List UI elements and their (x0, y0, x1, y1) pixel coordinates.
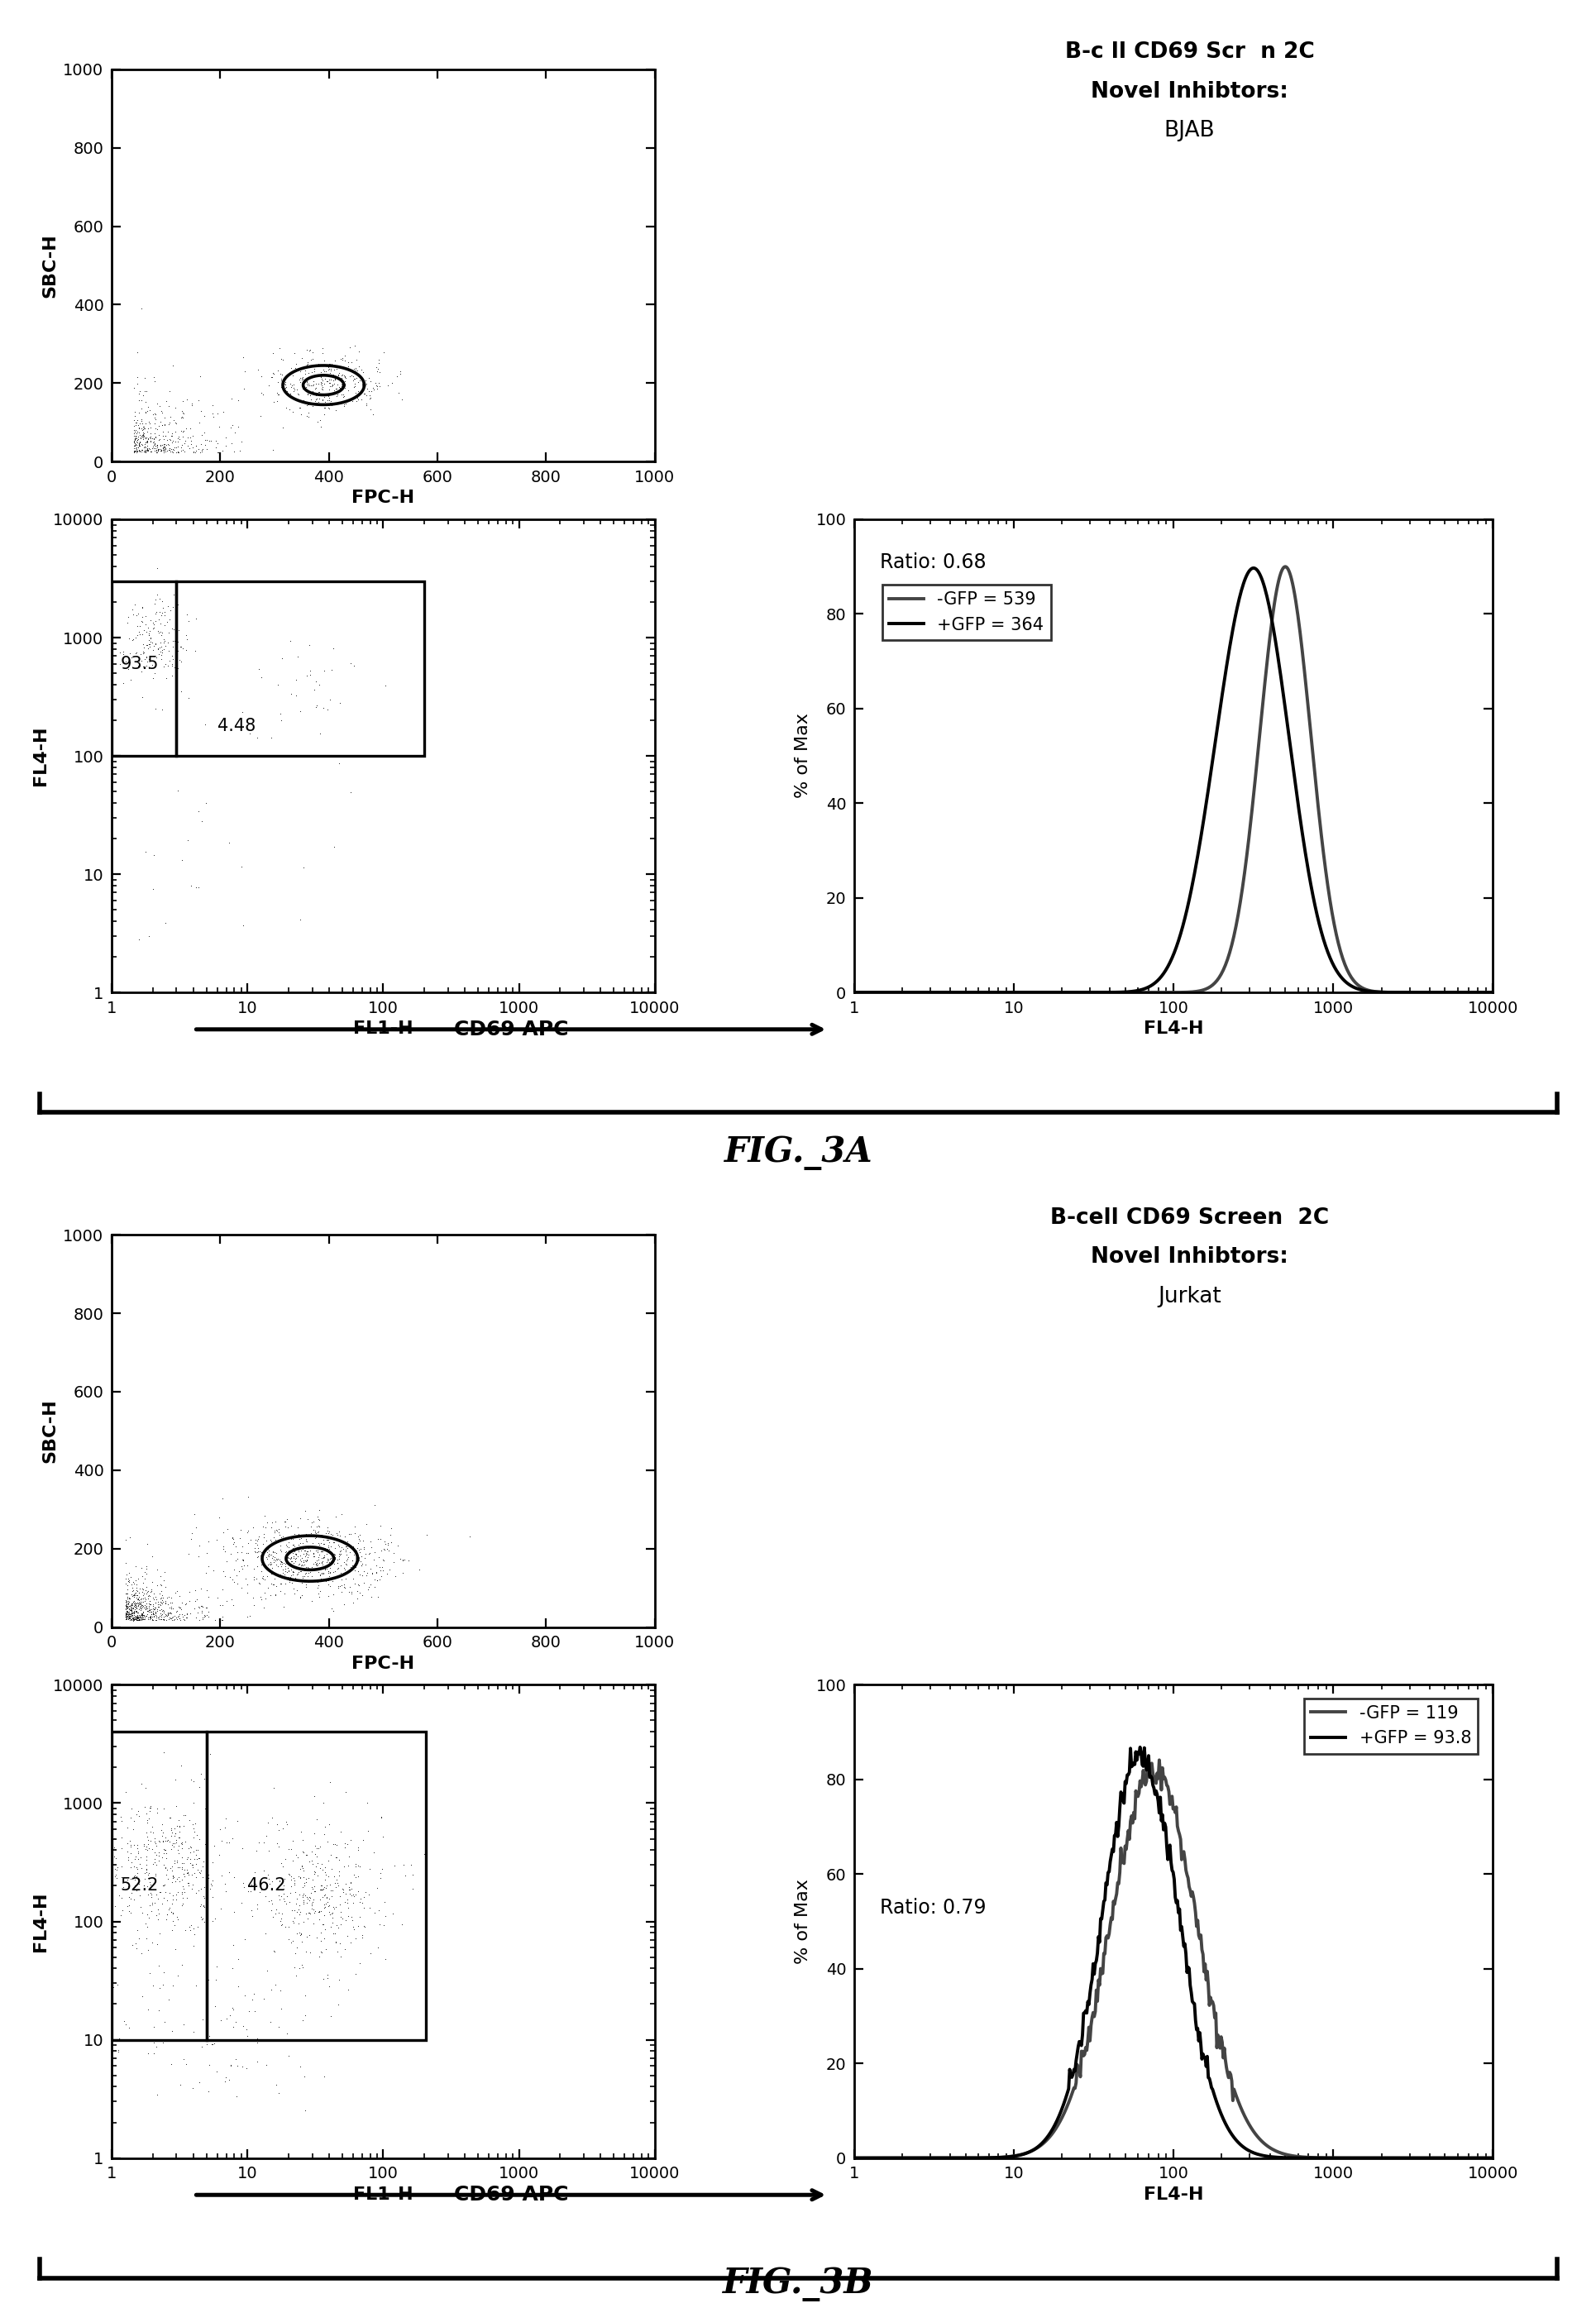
Text: Ratio: 0.79: Ratio: 0.79 (879, 1897, 986, 1918)
+GFP = 364 (844, 979, 863, 1006)
X-axis label: FPC-H: FPC-H (351, 1655, 415, 1671)
-GFP = 119 (1326, 2144, 1345, 2172)
Legend: -GFP = 539, +GFP = 364: -GFP = 539, +GFP = 364 (881, 584, 1050, 639)
Text: BJAB: BJAB (1163, 120, 1215, 141)
X-axis label: FPC-H: FPC-H (351, 489, 415, 505)
+GFP = 364 (1009, 979, 1028, 1006)
Text: B-cell CD69 Screen  2C: B-cell CD69 Screen 2C (1050, 1207, 1328, 1228)
Text: 93.5: 93.5 (120, 655, 158, 672)
Bar (177, 582, 425, 757)
+GFP = 93.8 (1135, 1733, 1154, 1761)
-GFP = 119 (1009, 2142, 1028, 2170)
X-axis label: FL1-H: FL1-H (353, 2186, 413, 2202)
-GFP = 539 (844, 979, 863, 1006)
-GFP = 539 (1270, 559, 1290, 586)
+GFP = 93.8 (958, 2144, 977, 2172)
-GFP = 539 (958, 979, 977, 1006)
-GFP = 539 (1221, 935, 1240, 962)
-GFP = 539 (1326, 921, 1345, 949)
Text: Novel Inhibtors:: Novel Inhibtors: (1090, 81, 1288, 102)
Text: 4.48: 4.48 (217, 718, 255, 734)
+GFP = 364 (958, 979, 977, 1006)
-GFP = 119 (1272, 2140, 1291, 2167)
-GFP = 539 (1009, 979, 1028, 1006)
X-axis label: FL4-H: FL4-H (1143, 1020, 1203, 1036)
Y-axis label: FL4-H: FL4-H (32, 727, 48, 785)
Y-axis label: FL4-H: FL4-H (32, 1893, 48, 1950)
+GFP = 93.8 (1483, 2144, 1502, 2172)
Text: CD69 APC: CD69 APC (453, 1020, 568, 1039)
+GFP = 364 (1326, 956, 1345, 983)
-GFP = 119 (844, 2144, 863, 2172)
Bar (206, 1731, 425, 2040)
Text: FIG._3B: FIG._3B (723, 2266, 873, 2301)
Y-axis label: SBC-H: SBC-H (41, 1399, 59, 1463)
+GFP = 93.8 (1009, 2142, 1028, 2170)
+GFP = 364 (1221, 628, 1240, 655)
X-axis label: FL1-H: FL1-H (353, 1020, 413, 1036)
+GFP = 93.8 (1130, 1733, 1149, 1761)
Text: 52.2: 52.2 (120, 1876, 158, 1895)
Text: CD69 APC: CD69 APC (453, 2186, 568, 2204)
+GFP = 93.8 (1272, 2144, 1291, 2172)
Text: Novel Inhibtors:: Novel Inhibtors: (1090, 1246, 1288, 1267)
Line: +GFP = 364: +GFP = 364 (854, 568, 1492, 992)
-GFP = 539 (1133, 979, 1152, 1006)
Text: FIG._3A: FIG._3A (723, 1136, 873, 1170)
Text: 46.2: 46.2 (247, 1876, 286, 1895)
Line: -GFP = 119: -GFP = 119 (854, 1761, 1492, 2158)
Bar (112, 1731, 206, 2040)
-GFP = 119 (958, 2144, 977, 2172)
+GFP = 364 (1272, 669, 1291, 697)
-GFP = 119 (1149, 1747, 1168, 1775)
Bar (112, 582, 177, 757)
+GFP = 364 (1483, 979, 1502, 1006)
Text: Ratio: 0.68: Ratio: 0.68 (879, 552, 986, 572)
-GFP = 119 (1483, 2144, 1502, 2172)
+GFP = 93.8 (1221, 2121, 1240, 2149)
Y-axis label: SBC-H: SBC-H (41, 233, 59, 298)
+GFP = 93.8 (844, 2144, 863, 2172)
Line: -GFP = 539: -GFP = 539 (854, 568, 1492, 992)
Line: +GFP = 93.8: +GFP = 93.8 (854, 1747, 1492, 2158)
-GFP = 119 (1133, 1756, 1152, 1784)
-GFP = 119 (1221, 2068, 1240, 2096)
+GFP = 364 (1133, 976, 1152, 1004)
Y-axis label: % of Max: % of Max (795, 713, 811, 799)
X-axis label: FL4-H: FL4-H (1143, 2186, 1203, 2202)
Text: Jurkat: Jurkat (1157, 1286, 1221, 1306)
-GFP = 539 (1483, 979, 1502, 1006)
+GFP = 93.8 (1326, 2144, 1345, 2172)
Legend: -GFP = 119, +GFP = 93.8: -GFP = 119, +GFP = 93.8 (1304, 1699, 1478, 1754)
Y-axis label: % of Max: % of Max (795, 1879, 811, 1964)
-GFP = 539 (1275, 554, 1294, 582)
+GFP = 364 (1243, 554, 1262, 582)
Text: B-c ll CD69 Scr  n 2C: B-c ll CD69 Scr n 2C (1065, 42, 1314, 62)
